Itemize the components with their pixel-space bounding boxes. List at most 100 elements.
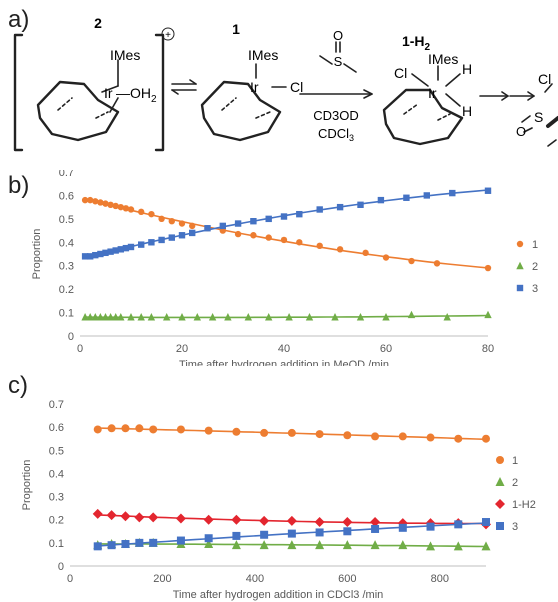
panel-label-a: a)	[8, 6, 30, 33]
series-2-point	[101, 313, 110, 321]
series-3-point	[148, 239, 155, 246]
series-2-point	[342, 540, 352, 550]
series-2-point	[208, 313, 217, 321]
series-3-point	[87, 253, 94, 260]
series-3-point	[426, 522, 435, 531]
x-tick-label: 0	[77, 343, 83, 355]
chloride-label-1: Cl	[290, 79, 303, 95]
series-3-point	[449, 189, 456, 197]
series-1-point	[158, 215, 165, 223]
series-1-point	[148, 210, 155, 218]
y-tick-label: 0.6	[49, 422, 64, 434]
panel-label-b: b)	[8, 172, 30, 199]
solvent-label-1: CD3OD	[313, 108, 359, 123]
y-tick-label: 0.3	[49, 492, 64, 504]
series-1-point	[232, 427, 241, 436]
series-1-h2-point	[370, 517, 381, 528]
series-1-point	[112, 202, 119, 210]
series-2-point	[331, 313, 339, 321]
series-3-point	[296, 210, 303, 218]
x-tick-label: 800	[431, 573, 449, 585]
series-1-point	[92, 198, 99, 205]
series-3-point	[377, 196, 385, 204]
series-3-point	[93, 542, 102, 551]
series-3-point	[176, 536, 185, 545]
series-1-point	[287, 428, 296, 437]
imes-label-1: IMes	[248, 47, 278, 63]
series-1-point	[121, 424, 130, 433]
series-1-point	[250, 232, 257, 239]
series-1-point	[398, 432, 407, 441]
series-2-point	[398, 540, 408, 550]
compound-2-label: 2	[94, 15, 102, 31]
series-3-point	[484, 187, 492, 194]
y-tick-label: 0.2	[49, 515, 64, 527]
sulfoxide-oxygen: O	[333, 28, 343, 43]
series-3-trendline	[84, 189, 489, 259]
series-1-point	[117, 203, 125, 211]
iridium-label-2: Ir	[104, 85, 113, 101]
series-1-point	[484, 264, 492, 272]
series-3-point	[357, 201, 364, 208]
series-3-point	[158, 236, 165, 244]
y-tick-label: 0.2	[59, 284, 74, 296]
series-3-point	[107, 541, 116, 550]
series-2-point	[287, 540, 297, 550]
series-3-point	[135, 538, 144, 547]
product-chloride-label: Cl	[538, 71, 551, 87]
series-3-point	[189, 229, 196, 237]
series-2-point	[484, 310, 492, 319]
series-3-point	[204, 225, 211, 232]
series-1-point	[433, 260, 441, 267]
series-2-legend-label: 2	[512, 477, 518, 489]
series-3-point	[265, 215, 272, 223]
cod-ring-2	[36, 80, 120, 142]
series-3-point	[234, 220, 242, 227]
series-1-legend-marker	[516, 240, 524, 248]
series-3-point	[149, 538, 158, 547]
series-3-point	[122, 244, 130, 252]
series-2-point	[426, 541, 436, 551]
series-1-point	[138, 208, 145, 216]
series-1-h2-point	[134, 512, 145, 523]
series-1-point	[176, 425, 185, 434]
x-tick-label: 200	[153, 573, 171, 585]
series-3-point	[117, 246, 124, 253]
series-3-point	[403, 194, 410, 201]
series-3-point	[343, 527, 352, 536]
series-1-h2-point	[175, 513, 186, 524]
series-2-legend-marker	[516, 261, 524, 270]
series-3-point	[250, 218, 257, 225]
series-2-point	[163, 313, 171, 321]
series-3-point	[280, 213, 288, 220]
series-3-point	[423, 192, 430, 199]
series-3-point	[92, 251, 99, 259]
x-tick-label: 400	[246, 573, 264, 585]
series-2-point	[86, 313, 94, 321]
y-tick-label: 0.4	[59, 237, 74, 249]
series-1-point	[135, 424, 144, 433]
series-1-point	[168, 218, 175, 225]
series-1-point	[260, 428, 269, 437]
y-tick-label: 0.1	[49, 538, 64, 550]
product-sulfur-label: S	[534, 109, 543, 125]
series-1-h2-point	[314, 517, 325, 528]
series-1-point	[265, 234, 272, 241]
series-2-point	[356, 313, 365, 321]
series-1-point	[102, 200, 109, 207]
series-1-h2-point	[342, 517, 353, 528]
series-2-point	[193, 313, 201, 321]
y-tick-label: 0	[68, 331, 74, 343]
series-3-point	[112, 247, 119, 254]
series-1-h2-point	[92, 508, 103, 519]
series-2-point	[382, 313, 390, 321]
compound-1-label: 1	[232, 21, 240, 37]
series-1-point	[482, 434, 490, 443]
series-2-point	[453, 541, 463, 551]
series-3-point	[315, 528, 324, 537]
y-tick-label: 0.6	[59, 190, 74, 202]
series-1-point	[234, 230, 242, 238]
imes-label-2: IMes	[110, 47, 140, 63]
series-1-point	[408, 257, 415, 265]
series-3-point	[168, 234, 175, 241]
